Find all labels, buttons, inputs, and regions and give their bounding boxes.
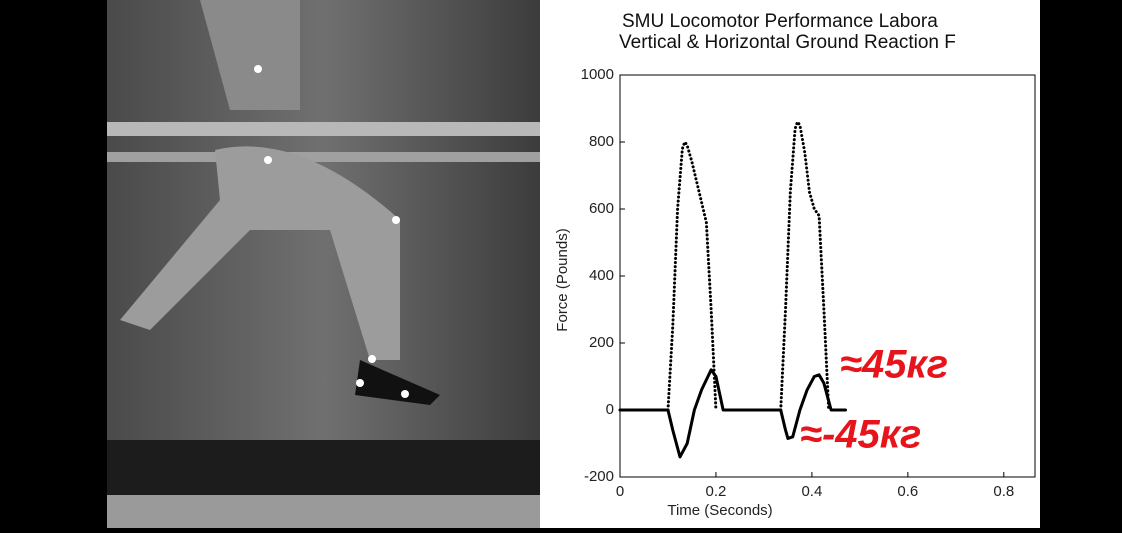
y-tick-label: 200: [589, 334, 614, 351]
y-tick-label: -200: [584, 468, 614, 485]
series-line: [666, 120, 831, 412]
x-tick-label: 0.6: [897, 483, 918, 500]
chart-panel: [540, 0, 1040, 528]
video-frame: [107, 0, 540, 528]
x-tick-label: 0.4: [801, 483, 822, 500]
chart-title: Vertical & Horizontal Ground Reaction F: [619, 32, 956, 53]
x-tick-label: 0: [616, 483, 624, 500]
y-tick-label: 1000: [581, 66, 614, 83]
y-tick-label: 600: [589, 200, 614, 217]
y-axis-label: Force (Pounds): [554, 228, 571, 331]
y-tick-label: 800: [589, 133, 614, 150]
chart: SMU Locomotor Performance LaboraVertical…: [540, 0, 1040, 528]
annotation: ≈-45кг: [800, 413, 921, 457]
y-tick-label: 400: [589, 267, 614, 284]
chart-title: SMU Locomotor Performance Labora: [622, 11, 938, 32]
x-tick-label: 0.8: [993, 483, 1014, 500]
y-tick-label: 0: [606, 401, 614, 418]
x-tick-label: 0.2: [706, 483, 727, 500]
series-line: [618, 368, 847, 459]
x-axis-label: Time (Seconds): [667, 502, 772, 519]
annotation: ≈45кг: [840, 343, 948, 387]
